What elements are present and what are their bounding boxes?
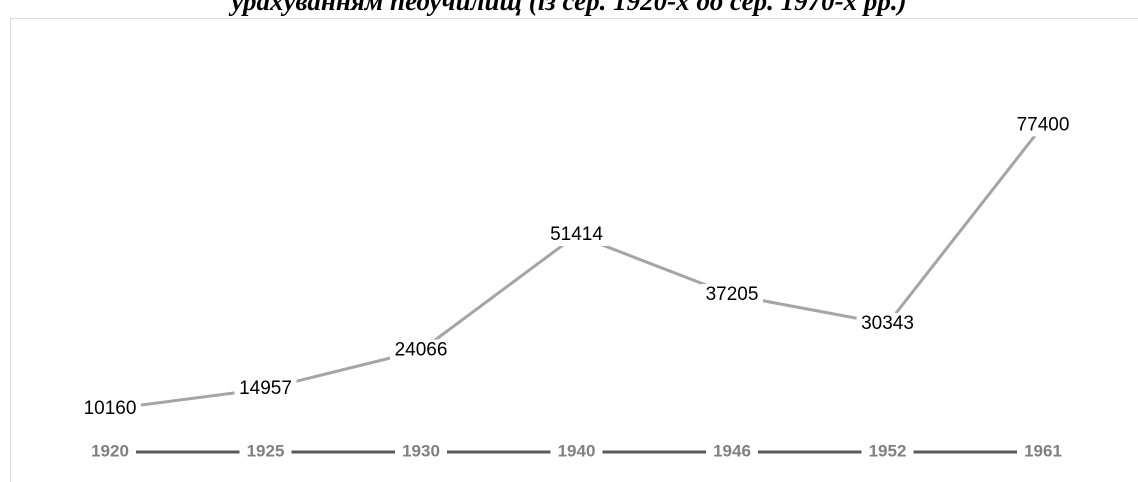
- value-label: 30343: [861, 313, 914, 334]
- value-label: 24066: [395, 339, 448, 360]
- x-tick-label: 1961: [1024, 441, 1062, 460]
- x-label-bg: [1017, 441, 1069, 463]
- value-label-bg: [545, 224, 608, 247]
- value-label: 77400: [1017, 114, 1070, 135]
- x-tick-label: 1952: [869, 441, 907, 460]
- x-tick-label: 1940: [558, 441, 596, 460]
- value-label-bg: [1012, 114, 1074, 137]
- x-tick-label: 1920: [91, 441, 129, 460]
- value-label: 51414: [550, 224, 603, 245]
- x-label-bg: [84, 441, 136, 463]
- value-label: 14957: [239, 378, 292, 399]
- x-label-bg: [239, 441, 292, 463]
- chart-title: урахуванням педучилищ (із сер. 1920-х до…: [228, 0, 906, 16]
- value-label: 10160: [84, 398, 137, 419]
- x-tick-label: 1930: [402, 441, 440, 460]
- value-label-bg: [79, 398, 141, 421]
- value-label: 37205: [706, 284, 759, 305]
- value-label-bg: [390, 339, 452, 362]
- x-tick-label: 1925: [247, 441, 285, 460]
- x-tick-label: 1946: [713, 441, 751, 460]
- value-label-bg: [856, 312, 919, 335]
- x-label-bg: [706, 441, 758, 463]
- chart-border: [10, 18, 1138, 482]
- x-label-bg: [861, 441, 914, 463]
- value-label-bg: [234, 377, 297, 400]
- x-label-bg: [395, 441, 447, 463]
- x-label-bg: [550, 441, 603, 463]
- value-label-bg: [701, 283, 763, 306]
